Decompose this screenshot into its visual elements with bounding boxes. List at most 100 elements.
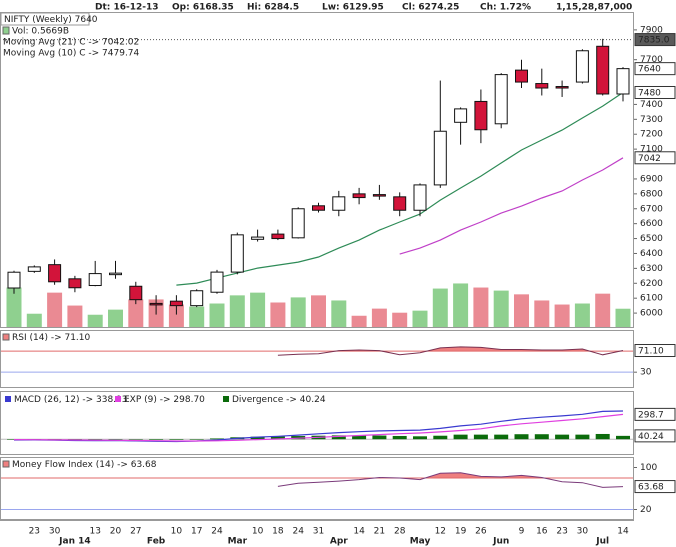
volume-bar	[87, 314, 103, 327]
candle-body	[48, 264, 62, 283]
volume-legend-icon	[2, 26, 10, 35]
x-month-label: Jul	[595, 537, 609, 547]
x-month-label: Apr	[330, 537, 348, 547]
divergence-bar	[149, 439, 164, 440]
x-tick-label: 24	[211, 527, 223, 537]
divergence-bar	[575, 434, 590, 440]
candle-body	[494, 74, 508, 125]
candle-body	[210, 271, 224, 293]
x-tick-label: 23	[29, 527, 40, 537]
x-tick-label: 28	[394, 527, 406, 537]
volume-bar	[189, 306, 205, 327]
x-tick-label: 10	[252, 527, 264, 537]
divergence-bar	[433, 435, 448, 440]
x-month-label: Mar	[228, 537, 248, 547]
candle-body	[393, 196, 407, 211]
candle-body	[109, 272, 122, 276]
price-flag-label: 7835.0	[638, 36, 670, 46]
candle-body	[291, 208, 305, 239]
divergence-bar	[128, 439, 143, 440]
price-flag	[634, 407, 676, 421]
candle-body	[372, 194, 386, 197]
panel-title: RSI (14) -> 71.10	[12, 333, 91, 343]
panel-title: Money Flow Index (14) -> 63.68	[12, 460, 157, 470]
mfi-panel	[0, 457, 634, 520]
price-flag-label: 7640	[638, 65, 661, 75]
y-tick-label: 6700	[640, 204, 663, 214]
candle-body	[190, 290, 204, 307]
legend-icon	[5, 396, 11, 402]
x-tick-label: 16	[536, 527, 548, 537]
divergence-bar	[534, 434, 549, 440]
candle-body	[332, 196, 346, 211]
candle-body	[454, 108, 468, 123]
candle-body	[433, 130, 447, 186]
title-box	[0, 12, 90, 26]
panel-plot	[1, 346, 633, 373]
divergence-bar	[616, 435, 630, 440]
candle-body	[555, 86, 569, 89]
candle-body	[230, 234, 244, 273]
legend-label: Moving Avg (21) C -> 7042.02	[3, 38, 139, 48]
candle-body	[88, 273, 102, 287]
volume-bar	[392, 312, 408, 327]
y-tick-label: 7100	[640, 145, 663, 155]
price-flag	[634, 480, 676, 494]
header-change: Ch: 1.72%	[480, 3, 531, 13]
x-tick-label: 9	[519, 527, 525, 537]
x-tick-label: 27	[130, 527, 141, 537]
volume-bar	[311, 295, 326, 327]
divergence-bar	[372, 435, 387, 440]
candle-body	[129, 285, 143, 301]
x-month-label: Feb	[147, 537, 166, 547]
divergence-bar	[331, 435, 346, 440]
y-tick-label: 6200	[640, 279, 663, 289]
header-volume: 1,15,28,87,000	[556, 3, 632, 13]
divergence-bar	[210, 438, 224, 440]
x-tick-label: 30	[49, 527, 61, 537]
candle-body	[535, 83, 549, 89]
volume-bar	[615, 308, 631, 327]
volume-bar	[128, 299, 144, 327]
candle-body	[7, 271, 21, 289]
volume-bar	[595, 293, 611, 327]
volume-bar	[209, 303, 225, 327]
panel-plot	[1, 472, 633, 510]
main-panel	[0, 12, 634, 328]
moving-average-line	[399, 157, 624, 255]
y-tick-label: 6300	[640, 264, 663, 274]
candle-body	[312, 205, 325, 211]
price-flag-label: 298.7	[638, 410, 664, 420]
price-flag-label: 71.10	[638, 347, 664, 357]
header-high: Hi: 6284.5	[247, 3, 299, 13]
candle-body	[169, 300, 183, 307]
volume-bar	[229, 295, 245, 327]
candle-body	[413, 184, 427, 211]
divergence-bar	[88, 439, 103, 440]
x-month-label: May	[410, 537, 431, 547]
x-tick-label: 12	[435, 527, 446, 537]
legend-icon	[2, 460, 10, 468]
divergence-bar	[555, 434, 570, 440]
volume-bar	[432, 288, 448, 327]
panel-plot	[1, 410, 633, 443]
indicator-line	[277, 346, 624, 356]
volume-bar	[473, 287, 489, 327]
divergence-bar	[494, 434, 509, 440]
header-close: Cl: 6274.25	[402, 3, 459, 13]
legend-label: Divergence -> 40.24	[232, 395, 326, 405]
x-tick-label: 21	[374, 527, 385, 537]
volume-bar	[290, 297, 306, 327]
candle-body	[271, 233, 285, 240]
volume-bar	[47, 292, 63, 327]
volume-bar	[6, 287, 22, 327]
header-low: Lw: 6129.95	[322, 3, 384, 13]
y-tick-label: 6600	[640, 219, 663, 229]
moving-average-line	[176, 92, 624, 286]
x-tick-label: 19	[455, 527, 467, 537]
x-tick-label: 10	[171, 527, 183, 537]
price-flag	[634, 151, 676, 165]
divergence-bar	[250, 436, 265, 440]
price-flag	[634, 33, 676, 47]
